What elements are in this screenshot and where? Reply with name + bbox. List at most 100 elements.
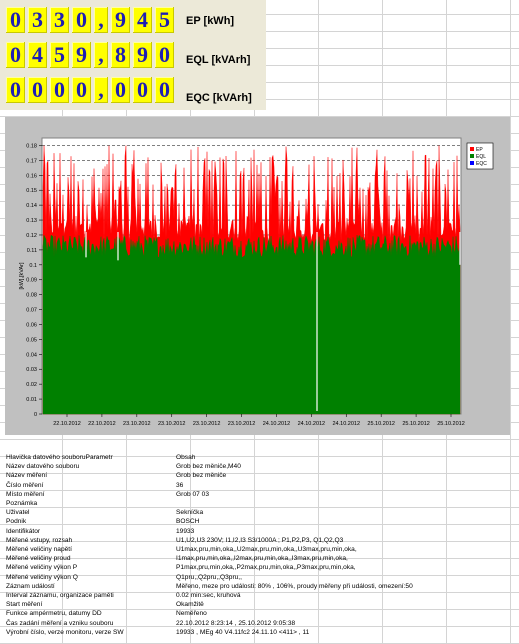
counter-digit: 0 [133, 77, 152, 103]
table-row: Funkce ampérmetru, datumy DD Neměřeno [0, 610, 519, 619]
parameter-name: Identifikátor [6, 527, 41, 535]
counter-digit: 0 [6, 7, 25, 33]
x-tick-label: 23.10.2012 [123, 421, 151, 427]
y-tick-label: 0.1 [29, 263, 37, 269]
parameter-name: Měřené veličiny výkon P [6, 564, 78, 572]
x-tick-label: 23.10.2012 [228, 421, 256, 427]
parameter-value: U1max,pru,min,oka,,U2max,pru,min,oka,,U3… [176, 546, 357, 553]
table-row: Měřené veličiny výkon P P1max,pru,min,oka… [0, 564, 519, 573]
series-eql-area [42, 234, 461, 415]
parameter-value: Grob bez měniče [176, 472, 227, 480]
parameter-name: Měřené vstupy, rozsah [6, 536, 73, 544]
parameter-name: Hlavička datového souboruParametr [6, 454, 113, 461]
counter-digit: 0 [50, 77, 69, 103]
table-row: Měřené veličiny výkon Q Q1pru,,Q2pru,,Q3p… [0, 574, 519, 583]
table-row: Název datového souboru Grob bez měniče,M4… [0, 463, 519, 472]
parameter-name: Záznam událostí [6, 582, 55, 590]
table-row: Poznámka [0, 500, 519, 509]
parameter-value: 22.10.2012 8:23:14 , 25.10.2012 9:05:38 [176, 619, 296, 627]
counter-eqc-label: EQC [kVArh] [186, 92, 252, 104]
parameter-name: Poznámka [6, 500, 38, 507]
counter-digit: 0 [72, 77, 91, 103]
y-tick-label: 0.03 [26, 367, 37, 373]
counter-digit: , [94, 42, 108, 68]
parameter-name: Čas zadání měření a vzniku souboru [6, 619, 114, 627]
counter-digit: , [94, 77, 108, 103]
counter-digit: 0 [155, 77, 174, 103]
parameter-name: Měřené veličiny výkon Q [6, 573, 78, 581]
parameter-name: Název měření [6, 472, 48, 480]
counter-digit: 0 [6, 77, 25, 103]
parameter-value: 0.02 min:sec, kruhová [176, 592, 241, 599]
counter-digit: 4 [133, 7, 152, 33]
parameter-value: Grob bez měniče,M40 [176, 463, 241, 471]
parameter-value: Měřeno, meze pro události: 80% , 106%, p… [176, 582, 413, 590]
parameter-value: BOSCH [176, 518, 200, 526]
counter-digit: 0 [111, 77, 130, 103]
parameter-value: 19933 , MEg 40 V4.11fc2 24.11.10 <411> ,… [176, 628, 310, 636]
table-row: Místo měření Grob 07 03 [0, 491, 519, 500]
power-chart-svg: 0 0.01 0.02 0.03 0.04 0.05 0.06 0.07 0.08 0.09 0.1… [19, 137, 494, 427]
table-row: Číslo měření 36 [0, 482, 519, 491]
x-tick-label: 22.10.2012 [53, 421, 81, 427]
x-tick-label: 25.10.2012 [437, 421, 465, 427]
counter-digit: 3 [50, 7, 69, 33]
parameter-value: 19933 [176, 527, 195, 535]
table-row: Měřené veličiny napětí U1max,pru,min,oka,… [0, 546, 519, 555]
legend-label: EQL [476, 154, 486, 160]
y-tick-label: 0.08 [26, 293, 37, 299]
counter-ep-label: EP [kWh] [186, 15, 235, 27]
table-row: Uživatel Sekníčka [0, 509, 519, 518]
table-row: Výrobní číslo, verze monitoru, verze SW 1… [0, 629, 519, 638]
table-row: Start měření Okamžitě [0, 601, 519, 610]
parameter-value: Neměřeno [176, 610, 207, 618]
x-tick-label: 24.10.2012 [333, 421, 361, 427]
parameter-value: I1max,pru,min,oka,,I2max,pru,min,oka,,I3… [176, 555, 348, 563]
parameter-name: Číslo měření [6, 481, 44, 489]
parameter-name: Start měření [6, 601, 43, 609]
parameter-value: U1,U2,U3 230V; I1,I2,I3 S3/1000A ; P1,P2… [176, 536, 344, 544]
y-axis-label: [kW],[kVAr] [19, 262, 25, 290]
y-tick-label: 0.01 [26, 397, 37, 403]
y-tick-label: 0.15 [26, 188, 37, 194]
counter-digit: 0 [72, 7, 91, 33]
counter-digit: 0 [28, 77, 47, 103]
parameter-value: Grob 07 03 [176, 490, 209, 498]
y-tick-label: 0.05 [26, 337, 37, 343]
counter-eql-label: EQL [kVArh] [186, 54, 251, 66]
y-tick-label: 0.16 [26, 173, 37, 179]
power-chart[interactable]: 0 0.01 0.02 0.03 0.04 0.05 0.06 0.07 0.08 0.09 0.1… [5, 117, 510, 435]
y-tick-label: 0.11 [27, 248, 37, 254]
counter-digit: 5 [155, 7, 174, 33]
legend-swatch [470, 154, 474, 158]
parameter-name: Podnik [6, 518, 27, 526]
y-tick-label: 0 [34, 412, 37, 418]
parameter-value: 36 [176, 481, 184, 489]
counter-digit: 0 [6, 42, 25, 68]
table-row: Záznam událostí Měřeno, meze pro události… [0, 583, 519, 592]
table-row: Název měření Grob bez měniče [0, 472, 519, 481]
y-tick-label: 0.04 [26, 352, 37, 358]
counter-digit: , [94, 7, 108, 33]
y-tick-label: 0.17 [26, 158, 37, 164]
counter-digit: 9 [72, 42, 91, 68]
y-tick-label: 0.14 [26, 203, 37, 209]
parameter-name: Interval záznamu, organizace paměti [6, 592, 114, 599]
parameter-value: Sekníčka [176, 509, 204, 517]
parameter-name: Uživatel [6, 509, 30, 517]
y-tick-label: 0.18 [26, 143, 37, 149]
y-tick-label: 0.07 [26, 308, 37, 314]
y-tick-label: 0.02 [26, 382, 37, 388]
table-row: Hlavička datového souboruParametr Obsah [0, 454, 519, 463]
parameter-value: Q1pru,,Q2pru,,Q3pru,, [176, 573, 242, 581]
x-tick-label: 22.10.2012 [88, 421, 116, 427]
parameter-name: Místo měření [6, 490, 45, 498]
counter-digit: 9 [133, 42, 152, 68]
parameter-value: Okamžitě [176, 601, 204, 609]
table-row: Měřené vstupy, rozsah U1,U2,U3 230V; I1,I… [0, 537, 519, 546]
table-row: Podnik BOSCH [0, 518, 519, 527]
counter-digit: 9 [111, 7, 130, 33]
parameter-value: P1max,pru,min,oka,,P2max,pru,min,oka,,P3… [176, 564, 356, 572]
